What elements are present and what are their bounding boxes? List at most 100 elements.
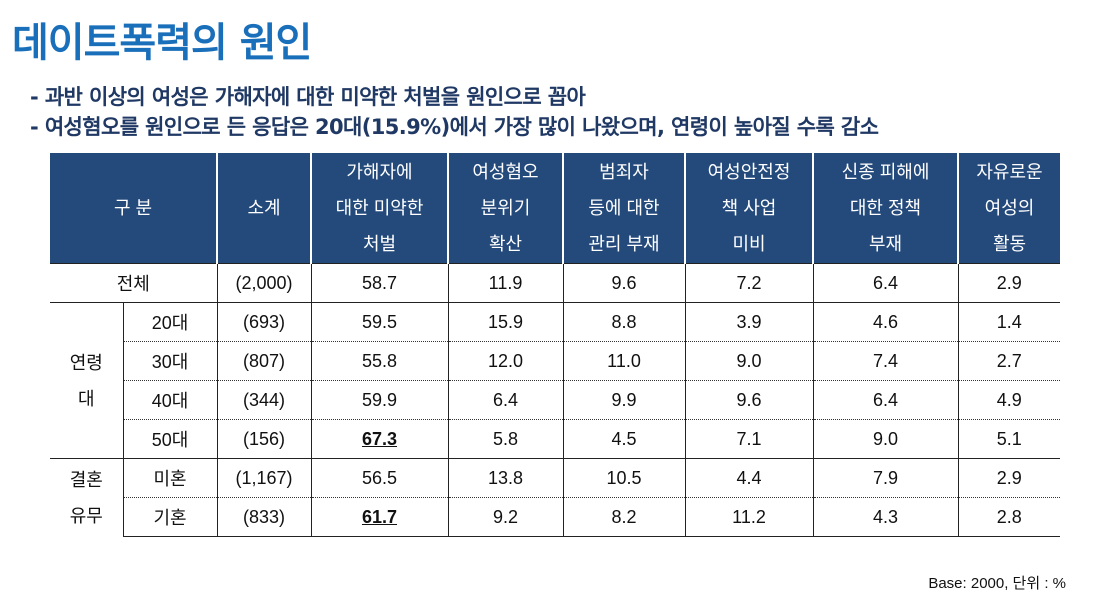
value-cell: 9.9 [562,380,685,420]
value-cell: 9.6 [562,263,685,303]
header-line: 여성혐오 [472,162,539,182]
bullet-1: - 과반 이상의 여성은 가해자에 대한 미약한 처벌을 원인으로 꼽아 [30,85,586,109]
header-line: 등에 대한 [588,198,660,218]
group-label-line: 대 [77,388,95,409]
row-label: 20대 [122,302,217,342]
value-cell: 2.7 [957,341,1060,381]
row-label: 50대 [122,419,217,459]
row-label: 기혼 [122,497,217,537]
header-line: 분위기 [480,198,531,218]
footnote: Base: 2000, 단위 : % [928,575,1066,592]
header-line: 처벌 [362,234,397,254]
value-cell: 4.9 [957,380,1060,420]
value-cell: 4.3 [812,497,958,537]
table-row: 결혼 유무 미혼 (1,167) 56.5 13.8 10.5 4.4 7.9 2.9 [50,458,1060,537]
sample-size: (344) [216,380,311,420]
header-line: 미비 [732,234,766,254]
sample-size: (2,000) [216,263,311,303]
sample-size: (833) [216,497,311,537]
value-cell: 2.8 [957,497,1060,537]
value-cell: 7.4 [812,341,958,381]
table-row: 40대 (344) 59.9 6.4 9.9 9.6 6.4 4.9 [50,380,1060,420]
group-label-line: 유무 [69,505,103,526]
header-line: 책 사업 [721,198,777,218]
value-cell: 6.4 [812,380,958,420]
header-line: 범죄자 [599,162,649,182]
value-cell: 6.4 [447,380,563,420]
page-title: 데이트폭력의 원인 [12,20,312,66]
value-cell: 4.6 [812,302,958,342]
value-cell: 9.0 [812,419,958,459]
value-cell: 58.7 [310,263,448,303]
value-cell: 2.9 [957,263,1060,303]
value-cell: 56.5 [310,458,448,498]
value-cell: 61.7 [310,497,448,537]
value-cell: 59.9 [310,380,448,420]
table-row: 기혼 (833) 61.7 9.2 8.2 11.2 4.3 2.8 [50,497,1060,537]
group-label-line: 연령 [69,352,103,373]
value-cell: 59.5 [310,302,448,342]
header-line: 신종 피해에 [841,162,930,182]
table-row: 50대 (156) 67.3 5.8 4.5 7.1 9.0 5.1 [50,419,1060,459]
header-line: 관리 부재 [588,234,660,254]
value-cell: 5.1 [957,419,1060,459]
sample-size: (1,167) [216,458,311,498]
table-row: 30대 (807) 55.8 12.0 11.0 9.0 7.4 2.7 [50,341,1060,381]
header-line: 여성의 [984,198,1035,218]
table-row: 전체 (2,000) 58.7 11.9 9.6 7.2 6.4 2.9 [50,263,1060,303]
value-cell: 67.3 [310,419,448,459]
group-label-line: 결혼 [69,469,103,490]
row-label: 미혼 [122,458,217,498]
header-line: 자유로운 [976,162,1043,182]
header-line: 확산 [488,234,523,254]
value-cell: 4.4 [684,458,813,498]
sample-size: (156) [216,419,311,459]
header-line: 구 분 [113,198,153,218]
header-line: 대한 정책 [849,198,922,218]
row-label: 전체 [50,263,217,303]
value-cell: 9.6 [684,380,813,420]
data-table: 구 분 소계 가해자에 대한 미약한 처벌 여성혐오 분위기 확산 범죄자 등에 대한 관리 부재 여… [50,153,1060,537]
value-cell: 8.2 [562,497,685,537]
header-line: 대한 미약한 [335,198,424,218]
row-label: 30대 [122,341,217,381]
value-cell: 10.5 [562,458,685,498]
value-cell: 2.9 [957,458,1060,498]
value-cell: 11.9 [447,263,563,303]
header-line: 여성안전정 [707,162,791,182]
value-cell: 6.4 [812,263,958,303]
sample-size: (807) [216,341,311,381]
value-cell: 7.2 [684,263,813,303]
header-line: 가해자에 [346,162,413,182]
value-cell: 11.0 [562,341,685,381]
value-cell: 7.9 [812,458,958,498]
bullet-2: - 여성혐오를 원인으로 든 응답은 20대(15.9%)에서 가장 많이 나왔… [30,115,879,139]
value-cell: 55.8 [310,341,448,381]
value-cell: 9.2 [447,497,563,537]
column-header: 소계 [216,153,311,264]
value-cell: 8.8 [562,302,685,342]
table-row: 연령 대 20대 (693) 59.5 15.9 8.8 3.9 4.6 1.4 [50,302,1060,459]
header-line: 소계 [247,198,281,218]
header-row: 구 분 소계 가해자에 대한 미약한 처벌 여성혐오 분위기 확산 범죄자 등에 대한 관리 부재 여… [50,153,1060,264]
header-line: 활동 [992,234,1027,254]
value-cell: 1.4 [957,302,1060,342]
value-cell: 4.5 [562,419,685,459]
value-cell: 5.8 [447,419,563,459]
column-header: 구 분 [50,153,217,264]
value-cell: 7.1 [684,419,813,459]
value-cell: 13.8 [447,458,563,498]
sample-size: (693) [216,302,311,342]
header-line: 부재 [868,234,903,254]
value-cell: 3.9 [684,302,813,342]
value-cell: 9.0 [684,341,813,381]
value-cell: 11.2 [684,497,813,537]
